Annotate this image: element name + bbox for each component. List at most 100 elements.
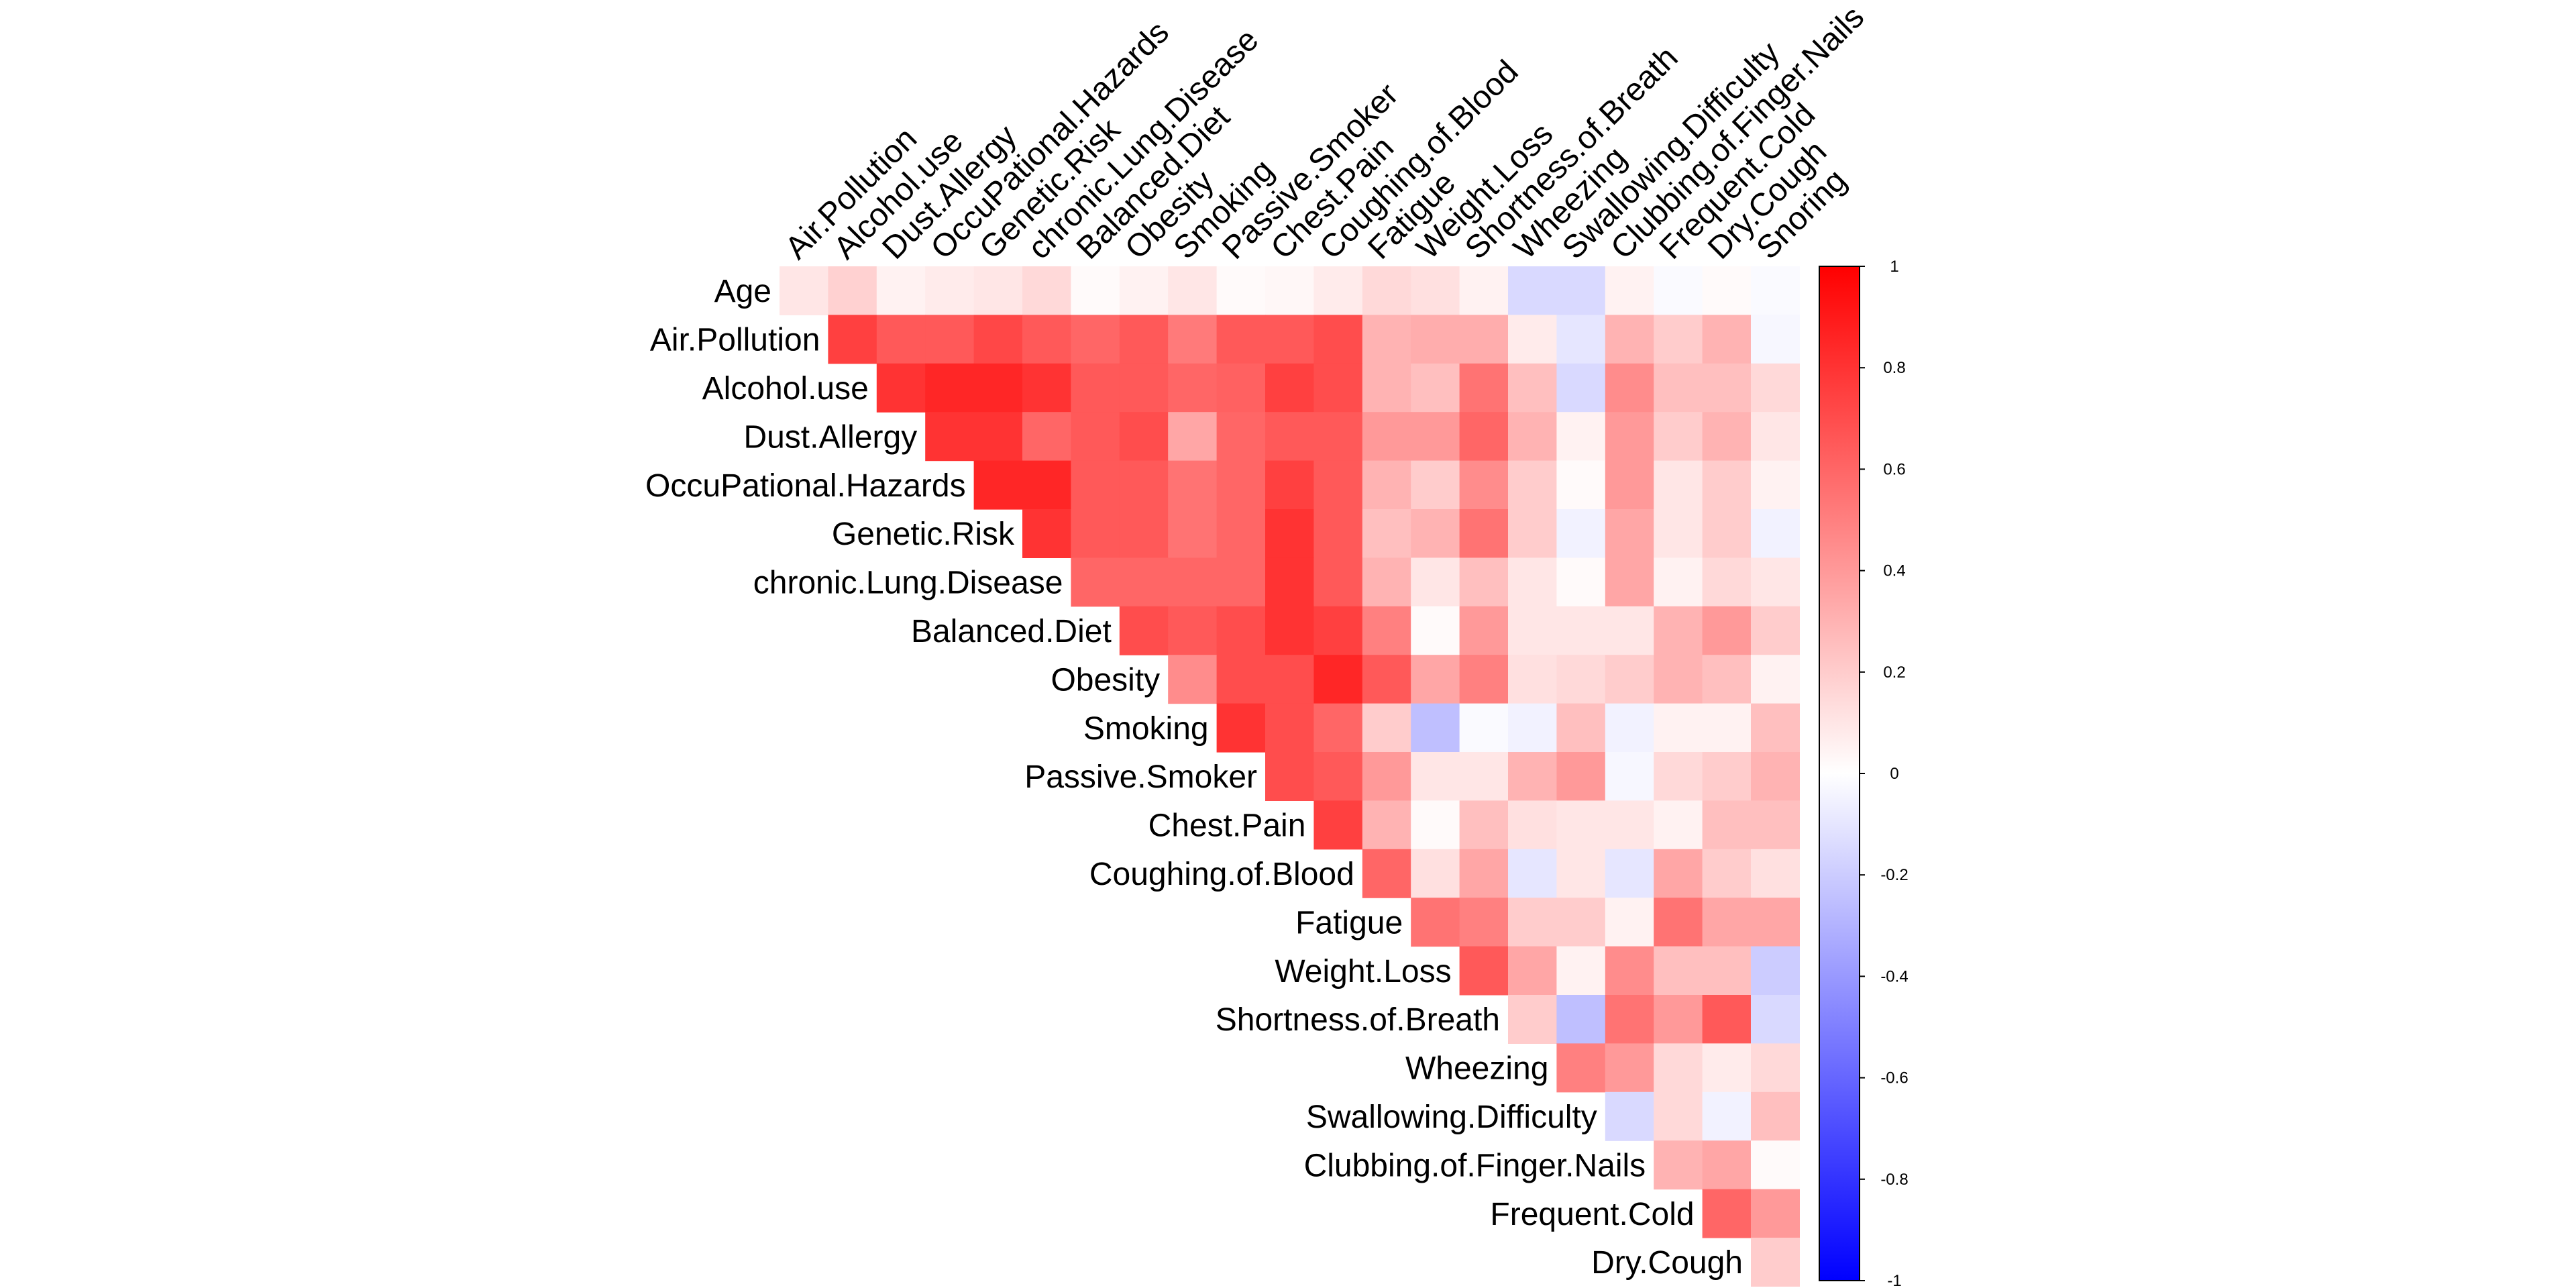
- color-legend-ticks: 1 0.8 0.6 0.4 0.2 0 -0.2 -0.4 -0.6 -0.8 -1: [1860, 258, 1909, 1288]
- heatmap-cell: [1508, 315, 1557, 364]
- heatmap-cell: [1459, 703, 1509, 753]
- row-label: Dust.Allergy: [743, 419, 917, 455]
- legend-tick-label: -0.6: [1880, 1069, 1908, 1087]
- heatmap-cell: [1119, 509, 1169, 558]
- heatmap-cell: [1654, 752, 1703, 801]
- heatmap-cell: [1216, 460, 1266, 510]
- heatmap-cell: [1654, 1140, 1703, 1190]
- heatmap-cell: [1459, 849, 1509, 898]
- heatmap-cell: [1556, 995, 1606, 1044]
- heatmap-cell: [828, 266, 877, 315]
- heatmap-cell: [1605, 557, 1654, 607]
- heatmap-cell: [1751, 898, 1800, 947]
- heatmap-cell: [1508, 995, 1557, 1044]
- heatmap-cell: [1362, 800, 1411, 850]
- heatmap-cell: [1022, 412, 1071, 462]
- heatmap-cell: [1605, 849, 1654, 898]
- heatmap-cell: [1411, 703, 1460, 753]
- heatmap-cell: [1654, 703, 1703, 753]
- heatmap-cell: [1362, 509, 1411, 558]
- heatmap-cell: [1459, 800, 1509, 850]
- heatmap-cell: [1654, 509, 1703, 558]
- heatmap-cell: [1119, 266, 1169, 315]
- heatmap-cell: [1702, 995, 1752, 1044]
- heatmap-cell: [1362, 752, 1411, 801]
- heatmap-cell: [1459, 460, 1509, 510]
- row-label: OccuPational.Hazards: [645, 468, 966, 504]
- heatmap-cell: [1508, 800, 1557, 850]
- heatmap-cell: [1313, 509, 1363, 558]
- heatmap-cell: [1459, 557, 1509, 607]
- heatmap-cell: [828, 315, 877, 364]
- heatmap-cell: [1654, 606, 1703, 655]
- color-legend-bar: [1819, 266, 1860, 1281]
- heatmap-cell: [1751, 946, 1800, 996]
- heatmap-cell: [1265, 606, 1314, 655]
- heatmap-cell: [1265, 363, 1314, 413]
- heatmap-cell: [1605, 460, 1654, 510]
- heatmap-cell: [925, 315, 975, 364]
- heatmap-cell: [1751, 509, 1800, 558]
- heatmap-cell: [1362, 703, 1411, 753]
- heatmap-cell: [1654, 412, 1703, 462]
- heatmap-cell: [1751, 655, 1800, 704]
- heatmap-cell: [1411, 412, 1460, 462]
- heatmap-cell: [1556, 946, 1606, 996]
- row-label: Chest.Pain: [1148, 808, 1306, 844]
- heatmap-cell: [1459, 898, 1509, 947]
- heatmap-cell: [1751, 557, 1800, 607]
- heatmap-cell: [973, 363, 1023, 413]
- heatmap-cell: [1022, 509, 1071, 558]
- heatmap-cell: [876, 315, 926, 364]
- heatmap-cell: [1022, 266, 1071, 315]
- heatmap-cell: [1556, 752, 1606, 801]
- heatmap-cell: [1313, 703, 1363, 753]
- legend-tick-label: 1: [1890, 258, 1898, 276]
- heatmap-cell: [1022, 460, 1071, 510]
- heatmap-cell: [1508, 752, 1557, 801]
- heatmap-cell: [1265, 655, 1314, 704]
- heatmap-cell: [1654, 1043, 1703, 1093]
- heatmap-cell: [1508, 460, 1557, 510]
- row-label: Genetic.Risk: [832, 517, 1015, 552]
- heatmap-cell: [1459, 315, 1509, 364]
- heatmap-cell: [1702, 363, 1752, 413]
- heatmap-cell: [1313, 606, 1363, 655]
- heatmap-cell: [1556, 315, 1606, 364]
- heatmap-cell: [1119, 412, 1169, 462]
- heatmap-cell: [1459, 363, 1509, 413]
- heatmap-cell: [1556, 509, 1606, 558]
- heatmap-cell: [1702, 1140, 1752, 1190]
- heatmap-cell: [1265, 460, 1314, 510]
- heatmap-cell: [1459, 509, 1509, 558]
- heatmap-cell: [1751, 703, 1800, 753]
- heatmap-cell: [1654, 995, 1703, 1044]
- heatmap-cell: [1508, 655, 1557, 704]
- heatmap-cell: [1556, 606, 1606, 655]
- heatmap-cell: [1362, 606, 1411, 655]
- heatmap-cell: [1313, 655, 1363, 704]
- heatmap-cell: [1605, 655, 1654, 704]
- heatmap-cell: [1216, 655, 1266, 704]
- heatmap-cell: [1702, 606, 1752, 655]
- legend-tick-label: 0.8: [1883, 359, 1905, 377]
- heatmap-cell: [1265, 752, 1314, 801]
- heatmap-cell: [1654, 557, 1703, 607]
- heatmap-cell: [1605, 995, 1654, 1044]
- heatmap-cell: [973, 315, 1023, 364]
- heatmap-cell: [1751, 606, 1800, 655]
- heatmap-cell: [1168, 557, 1218, 607]
- heatmap-cell: [1459, 752, 1509, 801]
- heatmap-cell: [1508, 703, 1557, 753]
- heatmap-cell: [1605, 1091, 1654, 1141]
- heatmap-cell: [1313, 557, 1363, 607]
- heatmap-cell: [1071, 412, 1120, 462]
- heatmap-cell: [1654, 898, 1703, 947]
- legend-tick-label: 0.6: [1883, 460, 1905, 478]
- heatmap-cell: [1313, 363, 1363, 413]
- heatmap-cell: [1751, 1140, 1800, 1190]
- heatmap-cell: [1362, 849, 1411, 898]
- heatmap-cell: [1411, 849, 1460, 898]
- heatmap-cell: [1265, 315, 1314, 364]
- heatmap-cell: [1216, 509, 1266, 558]
